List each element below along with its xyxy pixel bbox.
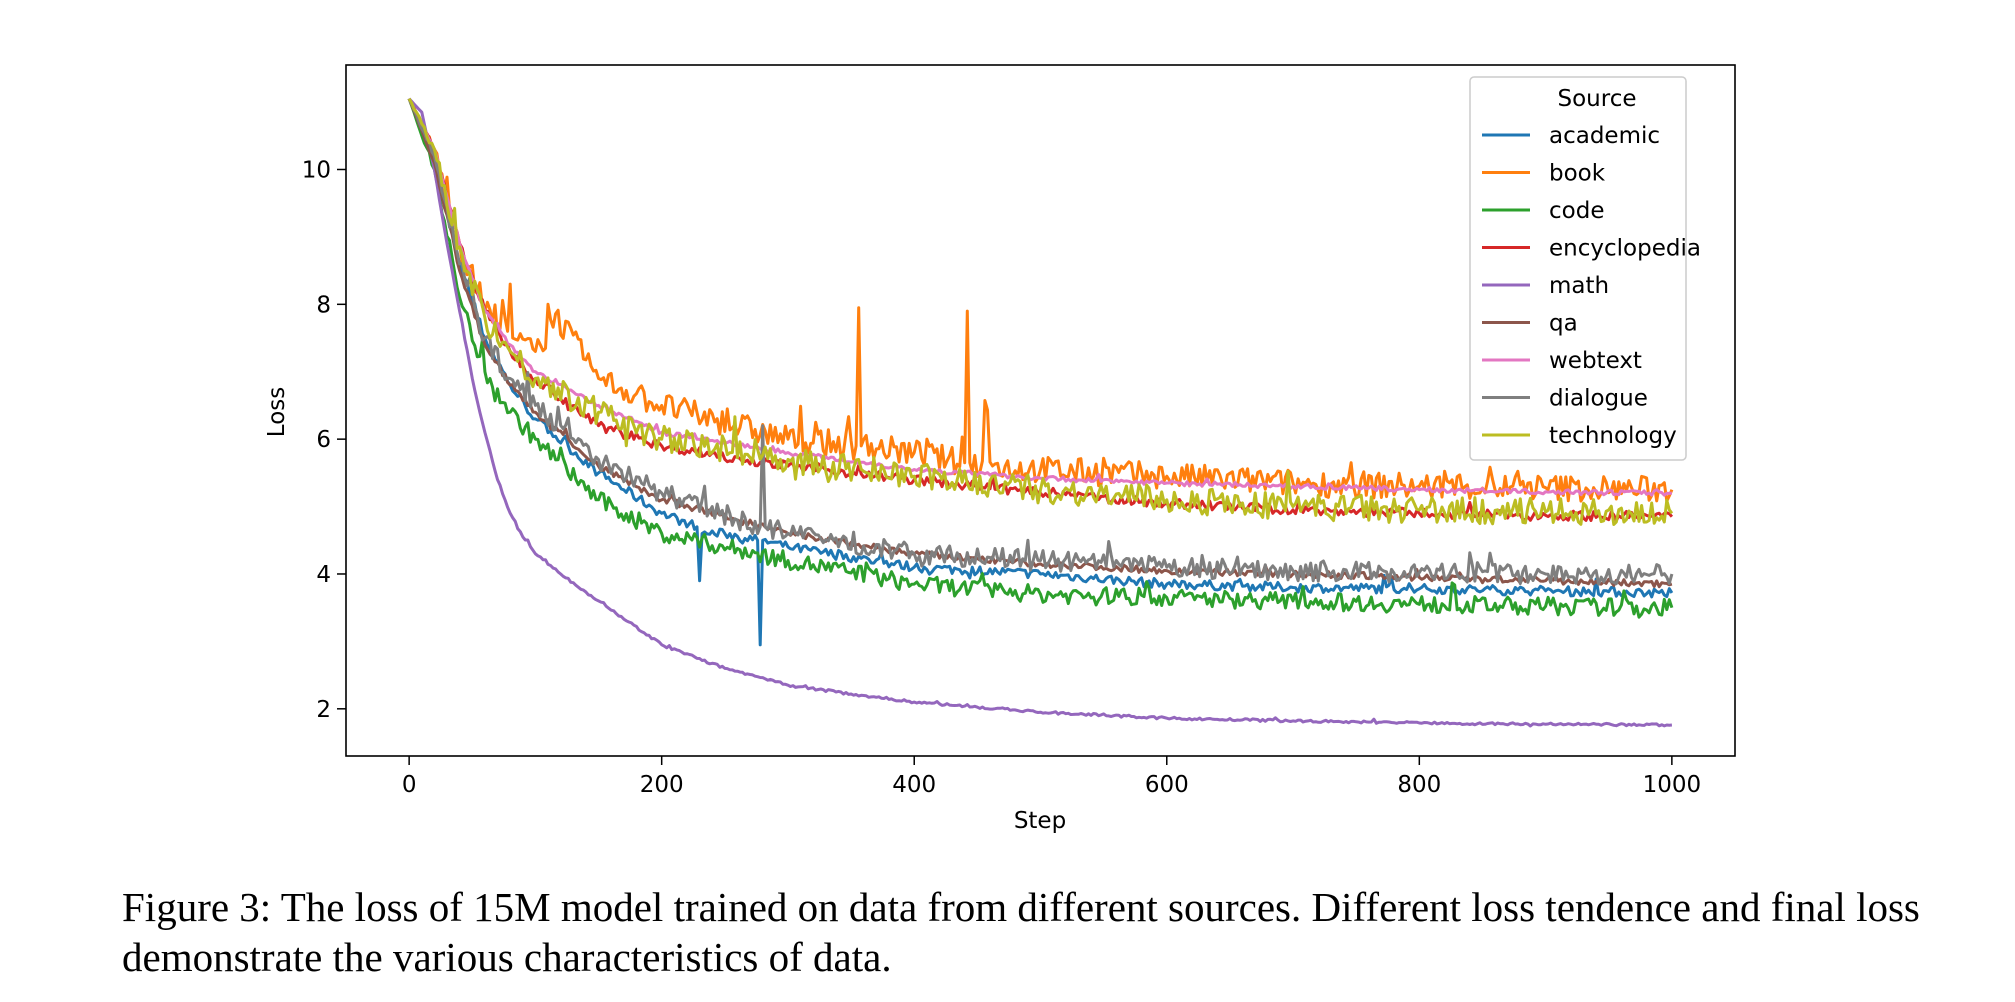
y-tick-label: 8 [316, 292, 331, 318]
legend-label-book: book [1549, 161, 1606, 187]
x-tick-label: 800 [1397, 772, 1441, 798]
x-tick-label: 600 [1145, 772, 1189, 798]
series-line-book [407, 97, 1674, 503]
legend-label-encyclopedia: encyclopedia [1549, 236, 1701, 262]
x-tick-label: 200 [640, 772, 684, 798]
x-axis-title: Step [1014, 808, 1066, 834]
y-tick-label: 4 [316, 562, 331, 588]
y-tick-label: 2 [316, 697, 331, 723]
y-tick-label: 6 [316, 427, 331, 453]
series-line-webtext [407, 98, 1673, 497]
legend-title: Source [1558, 86, 1637, 112]
series-layer [407, 97, 1674, 728]
series-line-technology [407, 97, 1674, 526]
legend-label-academic: academic [1549, 123, 1660, 149]
legend-label-webtext: webtext [1549, 348, 1642, 374]
legend: Source academic book code encyclopedia math q… [1469, 76, 1701, 461]
loss-chart: 0 200 400 600 800 1000 2 4 6 8 10 Step Loss Sourc… [264, 64, 1736, 834]
y-tick-label: 10 [302, 157, 331, 183]
legend-label-qa: qa [1549, 311, 1578, 337]
legend-label-code: code [1549, 198, 1604, 224]
series-line-math [408, 97, 1673, 728]
x-axis: 0 200 400 600 800 1000 [402, 756, 1701, 798]
x-tick-label: 0 [402, 772, 417, 798]
series-line-academic [407, 98, 1674, 647]
legend-label-technology: technology [1549, 423, 1677, 449]
legend-label-math: math [1549, 273, 1609, 299]
series-line-code [407, 98, 1674, 619]
series-line-dialogue [407, 98, 1674, 586]
y-axis: 2 4 6 8 10 [302, 157, 346, 723]
figure-caption: Figure 3: The loss of 15M model trained … [122, 884, 1920, 980]
x-tick-label: 1000 [1643, 772, 1702, 798]
y-axis-title: Loss [264, 387, 290, 437]
x-tick-label: 400 [892, 772, 936, 798]
legend-label-dialogue: dialogue [1549, 386, 1648, 412]
